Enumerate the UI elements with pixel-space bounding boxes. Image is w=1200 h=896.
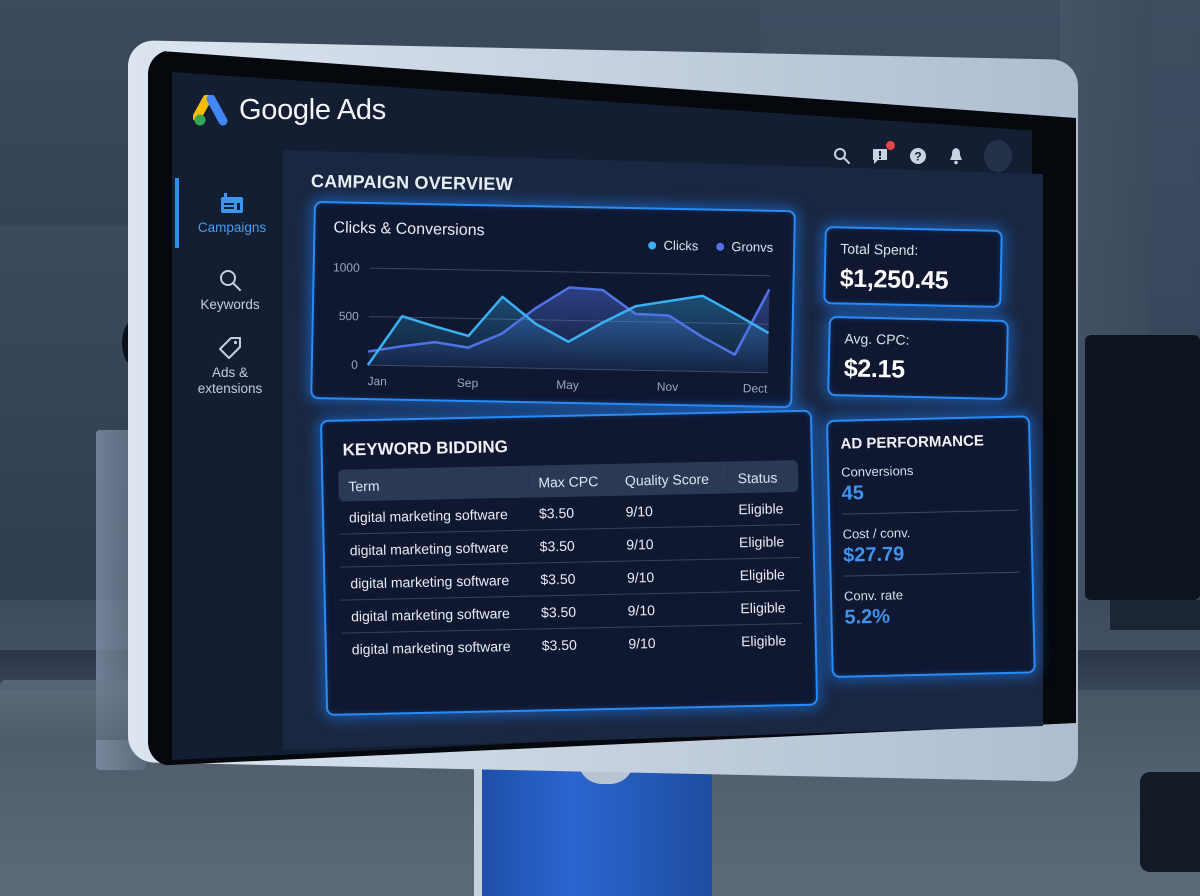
keyword-term: digital marketing software: [351, 638, 511, 658]
chart-legend: Clicks Gronvs: [648, 237, 773, 255]
metric-conversions: Conversions 45: [841, 460, 1019, 515]
x-tick-label: Jan: [367, 374, 387, 388]
status: Eligible: [729, 557, 801, 592]
status: Eligible: [728, 491, 800, 526]
svg-text:?: ?: [914, 150, 921, 164]
sidebar-item-campaigns[interactable]: Campaigns: [175, 178, 285, 248]
google-ads-logo-icon: [193, 94, 228, 125]
avatar[interactable]: [984, 140, 1012, 172]
legend-dot-icon: [648, 240, 657, 250]
sidebar-item-ads-extensions[interactable]: Ads & extensions: [175, 326, 285, 406]
status: Eligible: [740, 632, 787, 650]
status: Eligible: [730, 590, 802, 625]
gridline: [369, 267, 770, 277]
background-cup: [1140, 772, 1200, 872]
search-icon: [217, 267, 243, 293]
background-right-monitor: [1085, 335, 1200, 600]
total-spend-value: $1,250.45: [839, 264, 949, 295]
legend-item-conversions[interactable]: Gronvs: [716, 239, 773, 255]
metric-value: 5.2%: [844, 605, 891, 629]
sidebar: Campaigns Keywords Ads & extensions: [175, 178, 285, 406]
x-tick-label: Nov: [657, 380, 679, 394]
keyword-table: Term Max CPC Quality Score Status digita…: [338, 459, 802, 666]
keyword-term: digital marketing software: [340, 596, 532, 634]
series-line-gronvs[interactable]: [367, 282, 771, 360]
column-header-quality-score[interactable]: Quality Score: [624, 470, 710, 489]
x-tick-label: Dect: [743, 381, 769, 395]
sidebar-item-label: Ads & extensions: [197, 365, 263, 396]
line-chart[interactable]: 1000 500 0 Jan Sep May Nov Dect: [322, 251, 785, 400]
bell-icon[interactable]: [946, 146, 966, 166]
brand-name: Google Ads: [239, 94, 386, 126]
max-cpc: $3.50: [530, 561, 618, 597]
y-tick-label: 500: [339, 309, 360, 323]
metric-cost-per-conversion: Cost / conv. $27.79: [842, 522, 1020, 577]
legend-item-clicks[interactable]: Clicks: [648, 237, 698, 253]
status: Eligible: [728, 524, 800, 559]
legend-dot-icon: [716, 242, 725, 251]
quality-score: 9/10: [628, 635, 656, 652]
keyword-bidding-card: KEYWORD BIDDING Term Max CPC Quality Sco…: [320, 409, 819, 716]
avg-cpc-card: Avg. CPC: $2.15: [827, 315, 1009, 401]
metric-value: $27.79: [842, 543, 905, 567]
column-header-status[interactable]: Status: [737, 469, 778, 487]
ad-performance-card: AD PERFORMANCE Conversions 45 Cost / con…: [826, 415, 1036, 678]
keyword-term: digital marketing software: [338, 497, 530, 535]
clicks-conversions-chart-card: Clicks & Conversions Clicks Gronvs 1000 5…: [310, 201, 796, 409]
background-right-stand: [1110, 600, 1200, 630]
y-tick-label: 0: [351, 358, 358, 372]
metric-label: Cost / conv.: [842, 525, 911, 542]
keyword-bidding-title: KEYWORD BIDDING: [342, 437, 509, 460]
stat-label: Avg. CPC:: [844, 330, 910, 348]
search-icon[interactable]: [832, 146, 852, 166]
column-header-max-cpc[interactable]: Max CPC: [538, 473, 599, 491]
topbar-actions: ?: [832, 140, 1012, 172]
max-cpc: $3.50: [529, 528, 617, 564]
metric-label: Conv. rate: [843, 587, 904, 604]
avg-cpc-value: $2.15: [843, 354, 906, 384]
tag-icon: [217, 335, 243, 361]
sidebar-item-label: Campaigns: [197, 220, 267, 235]
campaign-icon: [219, 190, 245, 216]
total-spend-card: Total Spend: $1,250.45: [823, 226, 1003, 308]
quality-score: 9/10: [617, 591, 731, 628]
column-header-term[interactable]: Term: [348, 477, 380, 495]
legend-label: Clicks: [663, 237, 699, 254]
legend-label: Gronvs: [731, 239, 774, 255]
help-icon[interactable]: ?: [908, 146, 928, 166]
notification-badge: [886, 141, 895, 150]
series-line-clicks[interactable]: [366, 289, 770, 372]
sidebar-item-keywords[interactable]: Keywords: [175, 254, 285, 326]
max-cpc: $3.50: [541, 636, 577, 654]
app-logo[interactable]: Google Ads: [193, 94, 386, 127]
quality-score: 9/10: [615, 493, 729, 529]
sidebar-item-label: Keywords: [200, 297, 260, 312]
metric-label: Conversions: [841, 463, 914, 480]
metric-value: 45: [841, 482, 865, 505]
quality-score: 9/10: [616, 558, 731, 595]
keyword-term: digital marketing software: [340, 563, 531, 601]
x-tick-label: Sep: [457, 376, 479, 390]
stat-label: Total Spend:: [840, 240, 919, 259]
max-cpc: $3.50: [530, 594, 619, 630]
ad-performance-title: AD PERFORMANCE: [840, 432, 985, 453]
chart-title: Clicks & Conversions: [333, 219, 485, 240]
keyword-term: digital marketing software: [339, 530, 531, 568]
feedback-icon[interactable]: [870, 141, 895, 166]
x-tick-label: May: [556, 378, 579, 392]
y-tick-label: 1000: [333, 260, 360, 275]
page-title: CAMPAIGN OVERVIEW: [310, 171, 513, 195]
max-cpc: $3.50: [528, 495, 616, 531]
quality-score: 9/10: [615, 525, 730, 562]
metric-conversion-rate: Conv. rate 5.2%: [844, 585, 1021, 638]
